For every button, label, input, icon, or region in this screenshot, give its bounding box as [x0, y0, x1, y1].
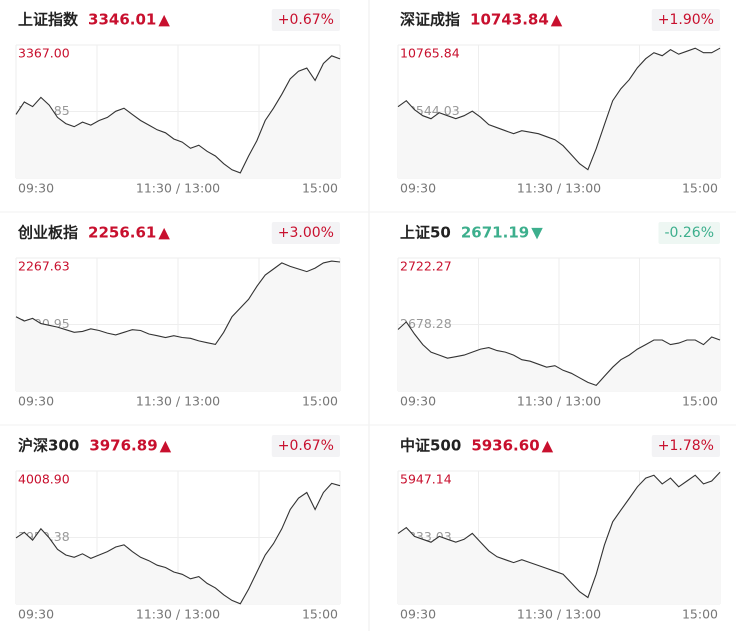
price-line [15, 260, 341, 346]
index-price: 10743.84 [470, 11, 549, 29]
y-tick-label: 2267.63 [18, 259, 70, 274]
index-title: 上证指数 [18, 11, 79, 29]
index-price: 3976.89 [89, 437, 157, 455]
x-tick-label: 15:00 [682, 394, 718, 409]
index-change: +1.78% [658, 438, 714, 454]
price-line [397, 47, 721, 171]
change-badge [651, 435, 720, 457]
price-line [397, 471, 721, 599]
index-title: 上证50 [400, 224, 451, 242]
y-tick-label: 10765.84 [400, 46, 460, 61]
direction-arrow: ▲ [551, 11, 563, 29]
area-fill [398, 321, 720, 391]
direction-arrow: ▲ [160, 437, 172, 455]
x-tick-label: 09:30 [400, 181, 436, 196]
area-fill [16, 483, 340, 604]
index-change: +0.67% [278, 12, 334, 28]
x-tick-label: 15:00 [682, 607, 718, 622]
index-price: 5936.60 [471, 437, 539, 455]
direction-arrow: ▲ [158, 11, 170, 29]
area-fill [16, 261, 340, 391]
x-tick-label: 11:30 / 13:00 [517, 394, 601, 409]
index-card: 上证指数3346.01▲+0.67%3280.703323.853367.000… [15, 9, 341, 196]
change-badge [651, 9, 720, 31]
x-tick-label: 15:00 [302, 394, 338, 409]
index-price: 3346.01 [88, 11, 156, 29]
x-tick-label: 09:30 [400, 394, 436, 409]
index-price: 2256.61 [88, 224, 156, 242]
x-tick-label: 09:30 [18, 607, 54, 622]
direction-arrow: ▲ [542, 437, 554, 455]
x-tick-label: 15:00 [302, 181, 338, 196]
index-change: -0.26% [664, 225, 714, 241]
price-line [15, 482, 341, 605]
price-line [15, 55, 341, 174]
index-price: 2671.19 [461, 224, 529, 242]
index-change: +3.00% [278, 225, 334, 241]
index-card: 沪深3003976.89▲+0.67%3891.863950.384008.90… [15, 435, 341, 622]
x-tick-label: 15:00 [682, 181, 718, 196]
index-card: 深证成指10743.84▲+1.90%10322.2110544.0310765… [397, 9, 721, 196]
index-title: 深证成指 [400, 11, 460, 29]
x-tick-label: 09:30 [18, 394, 54, 409]
x-tick-label: 11:30 / 13:00 [517, 181, 601, 196]
index-card: 创业板指2256.61▲+3.00%2114.272190.952267.630… [15, 222, 341, 409]
index-card: 上证502671.19▼-0.26%2634.282678.282722.270… [397, 222, 721, 409]
x-tick-label: 15:00 [302, 607, 338, 622]
index-title: 创业板指 [17, 224, 78, 242]
x-tick-label: 11:30 / 13:00 [136, 607, 220, 622]
area-fill [16, 55, 340, 178]
index-change: +0.67% [278, 438, 334, 454]
index-title: 沪深300 [18, 437, 79, 455]
change-badge [271, 9, 340, 31]
y-tick-label: 3367.00 [18, 46, 70, 61]
direction-arrow: ▲ [158, 224, 170, 242]
change-badge [271, 435, 340, 457]
y-tick-label: 2678.28 [400, 316, 452, 331]
x-tick-label: 09:30 [400, 607, 436, 622]
x-tick-label: 09:30 [18, 181, 54, 196]
area-fill [398, 48, 720, 179]
direction-arrow: ▼ [531, 224, 543, 242]
area-fill [398, 472, 720, 604]
change-badge [658, 222, 720, 244]
change-badge [271, 222, 340, 244]
x-tick-label: 11:30 / 13:00 [136, 181, 220, 196]
price-line [397, 321, 721, 387]
index-card: 中证5005936.60▲+1.78%5718.935833.035947.14… [397, 435, 721, 622]
y-tick-label: 2722.27 [400, 259, 452, 274]
x-tick-label: 11:30 / 13:00 [136, 394, 220, 409]
y-tick-label: 5947.14 [400, 472, 452, 487]
y-tick-label: 4008.90 [18, 472, 70, 487]
index-change: +1.90% [658, 12, 714, 28]
x-tick-label: 11:30 / 13:00 [517, 607, 601, 622]
index-title: 中证500 [400, 437, 461, 455]
